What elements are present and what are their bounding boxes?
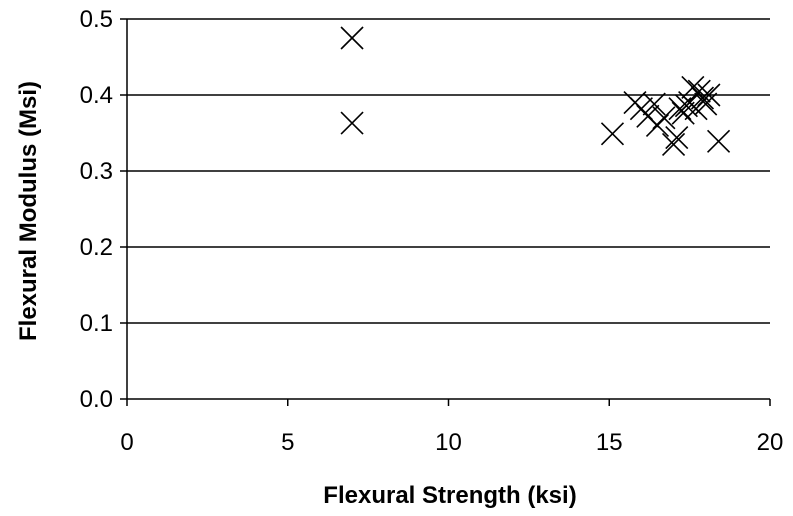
y-tick-label: 0.1 bbox=[80, 310, 113, 337]
data-point-x-marker bbox=[645, 113, 670, 137]
y-tick-label: 0.2 bbox=[80, 234, 113, 261]
data-point-x-marker bbox=[340, 111, 364, 135]
x-tick-label: 0 bbox=[120, 429, 133, 456]
data-point-x-marker bbox=[687, 79, 711, 103]
x-tick-label: 10 bbox=[435, 429, 462, 456]
data-point-x-marker bbox=[665, 125, 689, 150]
y-tick-label: 0.3 bbox=[80, 158, 113, 185]
data-point-x-marker bbox=[600, 122, 625, 146]
data-point-x-marker bbox=[642, 92, 666, 116]
data-point-x-marker bbox=[671, 101, 695, 125]
data-points bbox=[340, 26, 731, 156]
data-point-x-marker bbox=[661, 132, 686, 156]
x-tick-label: 15 bbox=[596, 429, 623, 456]
x-axis-title: Flexural Strength (ksi) bbox=[323, 482, 576, 509]
data-point-x-marker bbox=[340, 26, 364, 50]
x-axis-ticks: 0 5 10 15 20 bbox=[120, 399, 783, 456]
y-tick-label: 0.0 bbox=[80, 386, 113, 413]
y-axis-ticks: 0.0 0.1 0.2 0.3 0.4 0.5 bbox=[80, 6, 127, 413]
axes bbox=[126, 19, 770, 400]
data-point-x-marker bbox=[652, 106, 676, 130]
x-tick-label: 20 bbox=[757, 429, 784, 456]
data-point-x-marker bbox=[694, 92, 718, 116]
data-point-x-marker bbox=[690, 86, 715, 110]
y-tick-label: 0.4 bbox=[80, 82, 113, 109]
y-axis-title: Flexural Modulus (Msi) bbox=[15, 81, 42, 341]
gridlines bbox=[127, 18, 770, 324]
data-point-x-marker bbox=[697, 83, 721, 107]
y-tick-label: 0.5 bbox=[80, 6, 113, 33]
x-tick-label: 5 bbox=[281, 429, 294, 456]
data-point-x-marker bbox=[706, 129, 731, 153]
